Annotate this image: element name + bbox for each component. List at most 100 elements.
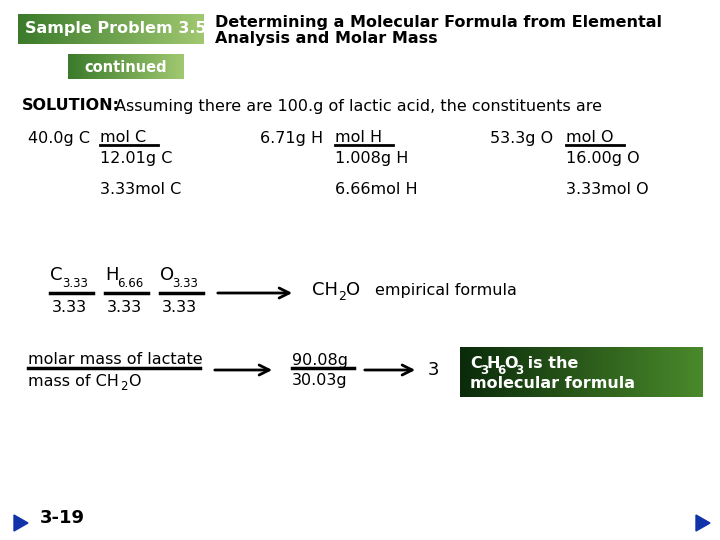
Bar: [125, 54, 127, 79]
Bar: [506, 347, 509, 397]
Bar: [474, 347, 477, 397]
Bar: [501, 347, 504, 397]
Bar: [81, 54, 82, 79]
Bar: [640, 347, 643, 397]
Bar: [467, 347, 470, 397]
Bar: [660, 347, 662, 397]
Bar: [151, 14, 153, 44]
Bar: [120, 54, 122, 79]
Bar: [155, 14, 157, 44]
Bar: [71, 54, 73, 79]
Bar: [102, 54, 104, 79]
Bar: [142, 14, 144, 44]
Bar: [531, 347, 534, 397]
Bar: [547, 347, 550, 397]
Bar: [179, 54, 181, 79]
Bar: [169, 54, 171, 79]
Bar: [693, 347, 696, 397]
Text: 3.33: 3.33: [162, 300, 197, 314]
Text: continued: continued: [85, 59, 167, 75]
Bar: [25, 14, 28, 44]
Bar: [142, 54, 143, 79]
Bar: [135, 54, 136, 79]
Bar: [51, 14, 54, 44]
Bar: [657, 347, 660, 397]
Bar: [536, 347, 539, 397]
Text: empirical formula: empirical formula: [375, 282, 517, 298]
Bar: [102, 14, 104, 44]
Bar: [513, 347, 516, 397]
Bar: [698, 347, 701, 397]
Bar: [122, 14, 124, 44]
Bar: [589, 347, 592, 397]
Bar: [53, 14, 55, 44]
Bar: [691, 347, 694, 397]
Bar: [37, 14, 39, 44]
Bar: [148, 54, 149, 79]
Bar: [508, 347, 511, 397]
Bar: [38, 14, 41, 44]
Bar: [521, 347, 523, 397]
Bar: [111, 54, 112, 79]
Bar: [103, 14, 105, 44]
Bar: [106, 54, 107, 79]
Bar: [557, 347, 560, 397]
Bar: [35, 14, 37, 44]
Bar: [603, 347, 606, 397]
Bar: [672, 347, 675, 397]
Bar: [552, 347, 555, 397]
Bar: [652, 347, 655, 397]
Bar: [197, 14, 199, 44]
Bar: [182, 54, 184, 79]
Bar: [174, 54, 176, 79]
Bar: [127, 54, 128, 79]
Bar: [73, 54, 74, 79]
Bar: [621, 347, 624, 397]
Bar: [540, 347, 543, 397]
Bar: [79, 14, 81, 44]
Text: O: O: [504, 356, 518, 372]
Bar: [50, 14, 52, 44]
Text: Determining a Molecular Formula from Elemental: Determining a Molecular Formula from Ele…: [215, 15, 662, 30]
Bar: [85, 54, 87, 79]
Bar: [66, 14, 68, 44]
Text: 3.33mol C: 3.33mol C: [100, 183, 181, 198]
Bar: [71, 54, 72, 79]
Bar: [165, 54, 166, 79]
Bar: [94, 54, 96, 79]
Bar: [644, 347, 647, 397]
Bar: [577, 347, 580, 397]
Bar: [72, 14, 74, 44]
Text: 6.66: 6.66: [117, 277, 143, 290]
Bar: [662, 347, 665, 397]
Text: mass of CH: mass of CH: [28, 374, 119, 388]
Bar: [123, 54, 125, 79]
Bar: [562, 347, 565, 397]
Text: 6.71g H: 6.71g H: [260, 131, 323, 145]
Bar: [143, 54, 145, 79]
Bar: [131, 54, 133, 79]
Bar: [20, 14, 22, 44]
Bar: [105, 54, 107, 79]
Bar: [575, 347, 577, 397]
Text: mol H: mol H: [335, 131, 382, 145]
Bar: [129, 14, 131, 44]
Bar: [511, 347, 514, 397]
Bar: [192, 14, 194, 44]
Bar: [107, 14, 109, 44]
Bar: [138, 54, 140, 79]
Bar: [696, 347, 698, 397]
Bar: [669, 347, 672, 397]
Bar: [107, 54, 109, 79]
Bar: [79, 54, 81, 79]
Bar: [523, 347, 526, 397]
Bar: [153, 54, 155, 79]
Bar: [494, 347, 497, 397]
Text: 1.008g H: 1.008g H: [335, 151, 408, 165]
Bar: [489, 347, 492, 397]
Bar: [582, 347, 585, 397]
Bar: [181, 54, 182, 79]
Bar: [90, 54, 91, 79]
Bar: [127, 14, 130, 44]
Bar: [518, 347, 521, 397]
